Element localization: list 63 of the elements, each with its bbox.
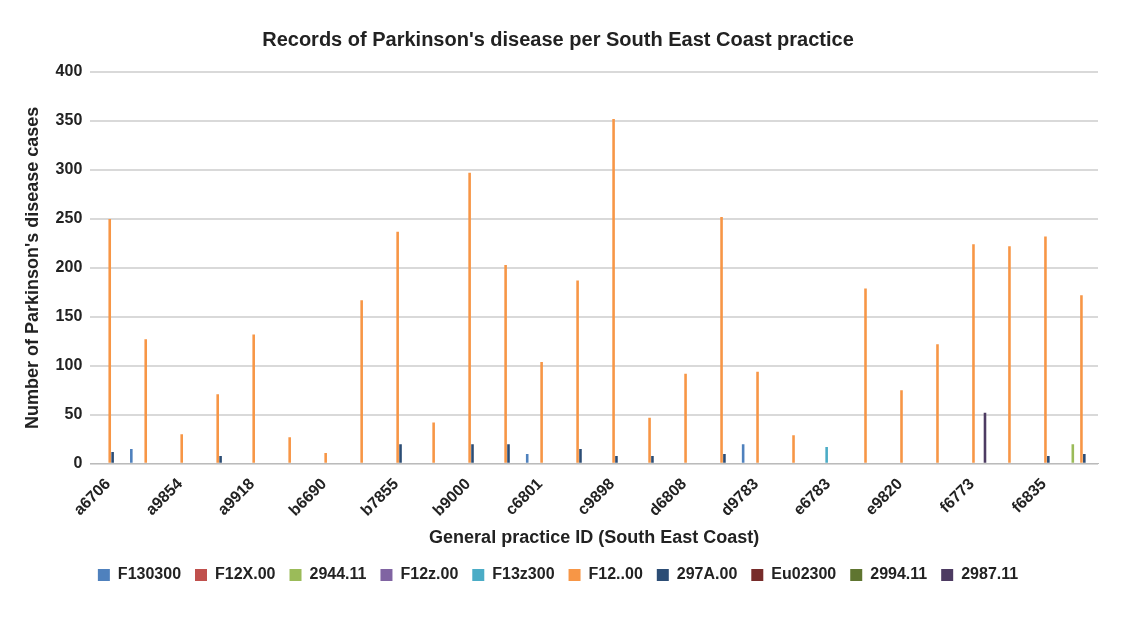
bar — [130, 449, 133, 463]
bar — [111, 451, 114, 463]
bar — [1008, 246, 1011, 463]
bar — [324, 452, 327, 463]
y-tick-label: 0 — [73, 454, 83, 472]
bar — [216, 394, 219, 463]
bar — [108, 218, 112, 463]
bar — [252, 334, 255, 463]
bar — [1044, 236, 1047, 463]
bar — [399, 444, 402, 463]
y-tick-label: 200 — [55, 258, 83, 276]
legend-label: F130300 — [117, 565, 182, 583]
bar — [468, 172, 471, 463]
bar — [288, 437, 291, 463]
legend-label: F13z300 — [492, 565, 555, 583]
bar — [648, 417, 651, 463]
y-tick-label: 50 — [64, 405, 83, 423]
bar — [723, 453, 726, 463]
legend-label: 297A.00 — [676, 565, 738, 583]
bar — [1083, 453, 1086, 463]
y-tick-label: 250 — [55, 209, 83, 227]
bar — [540, 361, 543, 463]
legend-label: 2994.11 — [870, 565, 928, 583]
y-tick-label: 100 — [55, 356, 83, 374]
legend-label: F12z.00 — [400, 565, 459, 583]
bar — [792, 435, 795, 463]
legend-label: F12..00 — [588, 565, 643, 583]
bar — [144, 339, 148, 463]
bar — [756, 371, 759, 463]
bar — [180, 434, 183, 463]
bar — [825, 447, 828, 463]
bar — [612, 119, 615, 463]
bar — [219, 455, 222, 463]
bar — [360, 300, 363, 463]
bar — [720, 216, 723, 463]
bar — [525, 453, 529, 463]
bar — [936, 344, 939, 463]
bar — [504, 264, 507, 463]
bar — [579, 449, 582, 463]
bar — [900, 390, 903, 463]
y-tick-label: 400 — [55, 62, 83, 80]
y-tick-label: 300 — [55, 160, 83, 178]
bar — [1080, 295, 1083, 463]
bar — [972, 244, 975, 463]
legend-label: 2987.11 — [961, 565, 1019, 583]
bar — [576, 280, 579, 463]
bar — [432, 422, 435, 463]
bar — [864, 288, 867, 463]
bar — [651, 455, 654, 463]
bar — [1047, 455, 1050, 463]
bar — [684, 373, 687, 463]
x-axis-title: General practice ID (South East Coast) — [429, 527, 760, 548]
bar — [471, 444, 474, 463]
y-tick-label: 350 — [55, 111, 83, 129]
legend-label: Eu02300 — [771, 565, 837, 583]
legend-label: F12X.00 — [215, 565, 276, 583]
bar — [396, 231, 399, 463]
y-axis-title: Number of Parkinson's disease cases — [21, 106, 42, 430]
bar — [615, 455, 618, 463]
bar — [507, 444, 510, 463]
y-tick-label: 150 — [55, 307, 83, 325]
chart-title: Records of Parkinson's disease per South East Coast practice — [262, 27, 854, 50]
legend-label: 2944.11 — [309, 565, 367, 583]
